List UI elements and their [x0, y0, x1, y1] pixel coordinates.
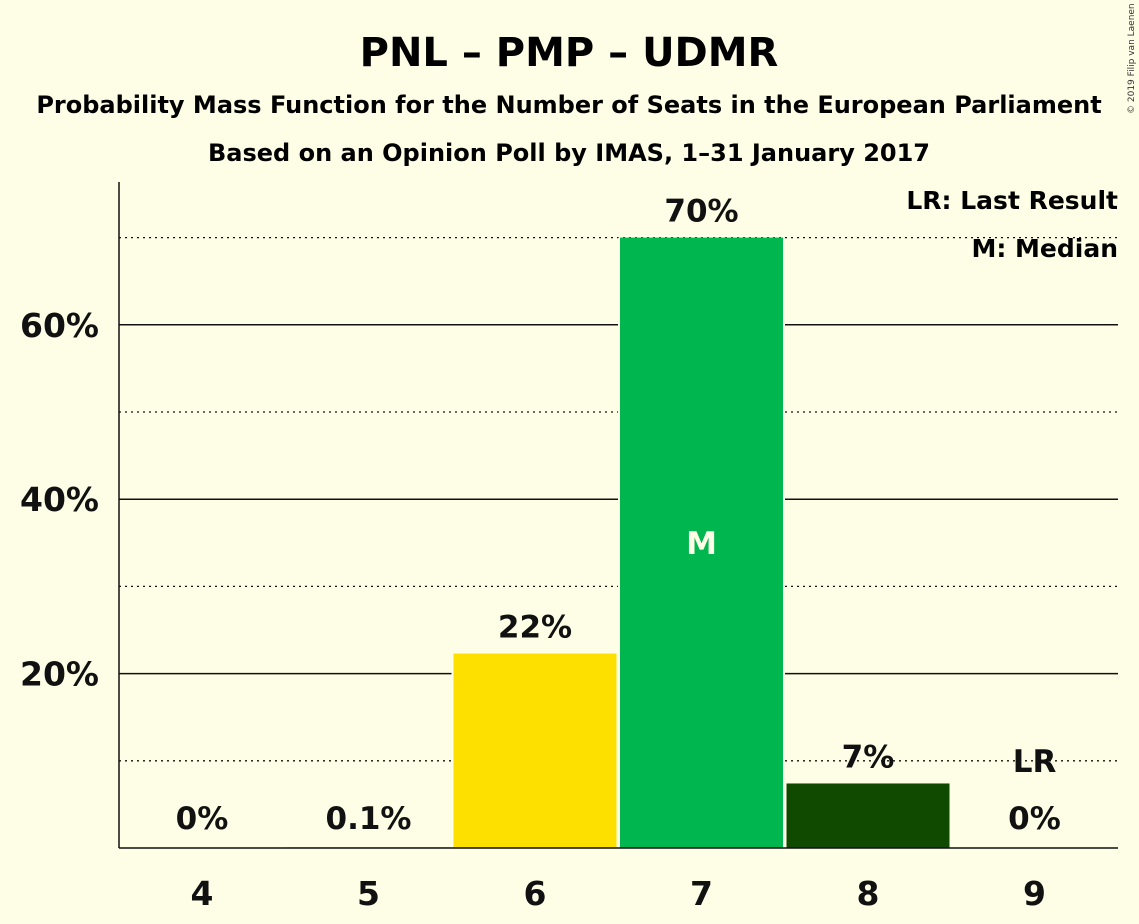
y-tick-label-2: 60% — [20, 306, 99, 345]
bar-label-5: 0.1% — [326, 801, 412, 837]
x-tick-label-8: 8 — [857, 874, 880, 913]
y-tick-label-0: 20% — [20, 655, 99, 694]
median-marker: M — [686, 526, 717, 562]
bar-label-7: 70% — [664, 194, 738, 230]
axes: 20% 40% 60% — [20, 182, 1118, 849]
legend-median: M: Median — [971, 234, 1118, 263]
x-tick-label-7: 7 — [690, 874, 713, 913]
copyright-text: © 2019 Filip van Laenen — [1127, 3, 1137, 114]
bar-6 — [453, 653, 617, 848]
y-tick-label-1: 40% — [20, 480, 99, 519]
legend-last-result: LR: Last Result — [906, 186, 1118, 215]
bars — [285, 237, 952, 849]
bar-7 — [620, 237, 783, 849]
x-tick-label-9: 9 — [1023, 874, 1046, 913]
x-tick-label-4: 4 — [191, 874, 214, 913]
bar-label-4: 0% — [176, 801, 229, 837]
x-tick-label-5: 5 — [357, 874, 380, 913]
bar-label-6: 22% — [498, 610, 572, 646]
bar-8 — [786, 783, 950, 848]
chart-title: PNL – PMP – UDMR — [360, 30, 779, 76]
bar-labels: 0% 4 0.1% 5 22% 6 70% M 7 7% 8 0% LR 9 — [176, 194, 1061, 913]
bar-label-8: 7% — [842, 739, 895, 775]
bar-label-9: 0% — [1008, 801, 1061, 837]
x-tick-label-6: 6 — [524, 874, 547, 913]
last-result-marker: LR — [1013, 744, 1057, 780]
chart-subtitle-poll: Based on an Opinion Poll by IMAS, 1–31 J… — [208, 139, 930, 167]
chart-subtitle: Probability Mass Function for the Number… — [36, 91, 1101, 119]
